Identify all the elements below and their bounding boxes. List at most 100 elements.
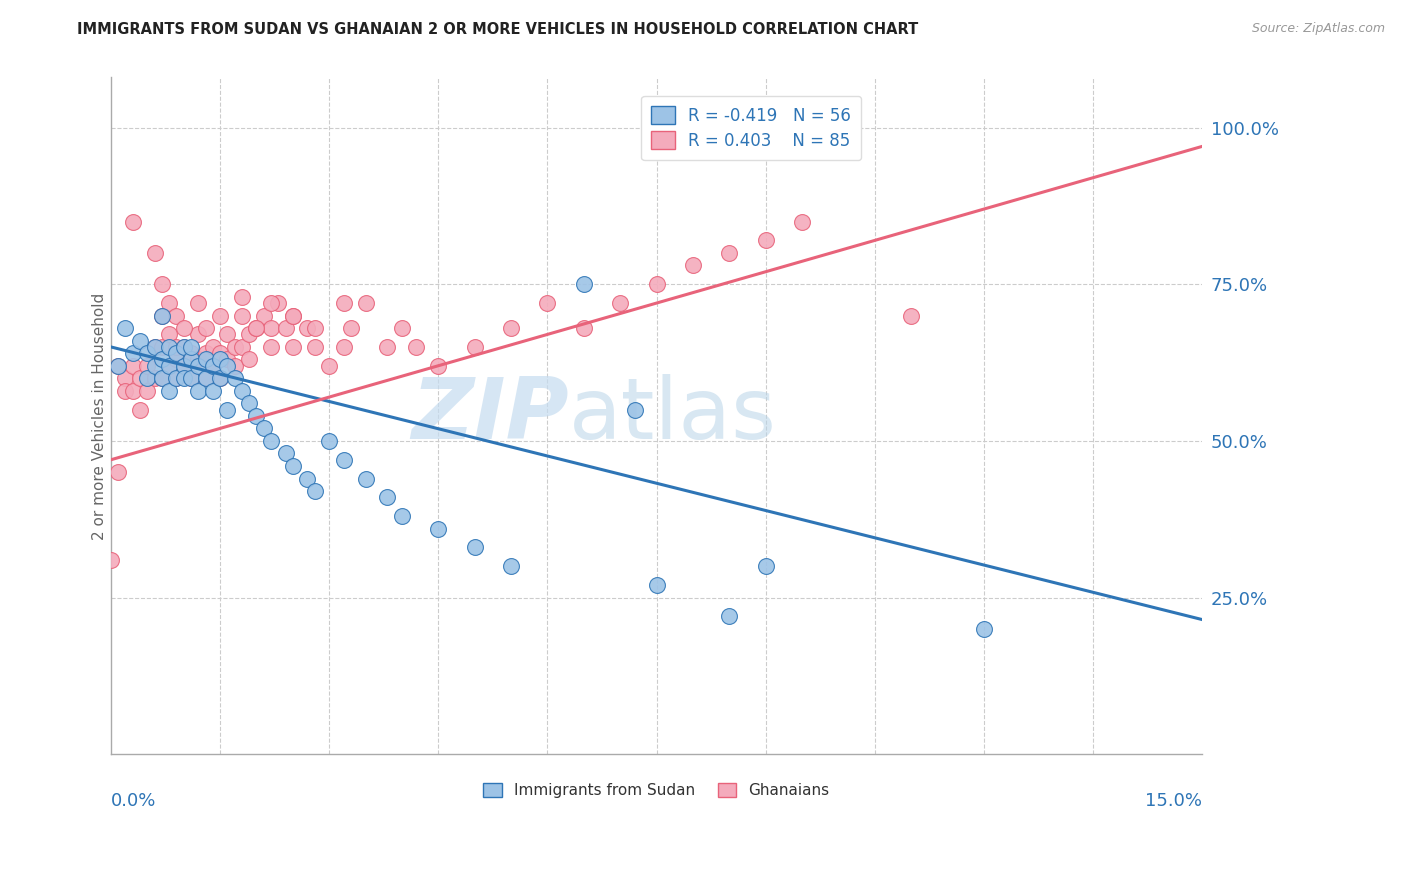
- Point: [150, 371, 173, 385]
- Point: [194, 352, 217, 367]
- Point: [231, 384, 253, 398]
- Point: [354, 471, 377, 485]
- Point: [173, 371, 195, 385]
- Legend: Immigrants from Sudan, Ghanaians: Immigrants from Sudan, Ghanaians: [477, 777, 835, 805]
- Y-axis label: 2 or more Vehicles in Household: 2 or more Vehicles in Household: [93, 293, 107, 540]
- Point: [129, 402, 152, 417]
- Point: [157, 327, 180, 342]
- Point: [180, 371, 202, 385]
- Point: [143, 371, 166, 385]
- Point: [143, 246, 166, 260]
- Point: [391, 509, 413, 524]
- Text: atlas: atlas: [569, 375, 778, 458]
- Point: [718, 609, 741, 624]
- Point: [340, 321, 363, 335]
- Point: [165, 340, 187, 354]
- Point: [150, 309, 173, 323]
- Point: [187, 384, 209, 398]
- Point: [157, 296, 180, 310]
- Point: [114, 384, 136, 398]
- Point: [187, 352, 209, 367]
- Point: [281, 309, 304, 323]
- Point: [180, 346, 202, 360]
- Point: [173, 321, 195, 335]
- Point: [274, 321, 297, 335]
- Point: [245, 409, 267, 423]
- Point: [194, 321, 217, 335]
- Point: [157, 340, 180, 354]
- Point: [391, 321, 413, 335]
- Point: [499, 321, 522, 335]
- Point: [143, 340, 166, 354]
- Point: [150, 371, 173, 385]
- Point: [260, 434, 283, 448]
- Point: [297, 321, 319, 335]
- Point: [100, 553, 122, 567]
- Point: [194, 371, 217, 385]
- Point: [143, 340, 166, 354]
- Point: [253, 309, 276, 323]
- Point: [136, 346, 159, 360]
- Point: [623, 402, 645, 417]
- Point: [304, 340, 326, 354]
- Text: 15.0%: 15.0%: [1144, 791, 1202, 810]
- Point: [238, 327, 260, 342]
- Point: [718, 246, 741, 260]
- Point: [304, 484, 326, 499]
- Point: [238, 396, 260, 410]
- Point: [427, 522, 450, 536]
- Point: [121, 359, 143, 373]
- Point: [201, 359, 224, 373]
- Point: [332, 340, 354, 354]
- Text: IMMIGRANTS FROM SUDAN VS GHANAIAN 2 OR MORE VEHICLES IN HOUSEHOLD CORRELATION CH: IMMIGRANTS FROM SUDAN VS GHANAIAN 2 OR M…: [77, 22, 918, 37]
- Point: [165, 352, 187, 367]
- Point: [245, 321, 267, 335]
- Point: [231, 309, 253, 323]
- Point: [427, 359, 450, 373]
- Point: [217, 402, 239, 417]
- Point: [224, 359, 246, 373]
- Point: [180, 371, 202, 385]
- Point: [209, 371, 232, 385]
- Point: [645, 277, 668, 292]
- Point: [217, 359, 239, 373]
- Point: [354, 296, 377, 310]
- Point: [274, 446, 297, 460]
- Point: [209, 346, 232, 360]
- Point: [609, 296, 631, 310]
- Point: [318, 359, 340, 373]
- Point: [121, 346, 143, 360]
- Point: [682, 259, 704, 273]
- Point: [150, 340, 173, 354]
- Point: [150, 309, 173, 323]
- Point: [121, 214, 143, 228]
- Point: [107, 465, 129, 479]
- Point: [499, 559, 522, 574]
- Point: [114, 371, 136, 385]
- Point: [173, 340, 195, 354]
- Point: [755, 559, 778, 574]
- Point: [136, 359, 159, 373]
- Point: [187, 296, 209, 310]
- Point: [790, 214, 813, 228]
- Point: [143, 359, 166, 373]
- Point: [157, 359, 180, 373]
- Point: [464, 340, 486, 354]
- Point: [150, 352, 173, 367]
- Point: [377, 340, 399, 354]
- Point: [260, 340, 283, 354]
- Point: [165, 371, 187, 385]
- Point: [297, 471, 319, 485]
- Point: [180, 352, 202, 367]
- Point: [114, 321, 136, 335]
- Point: [281, 309, 304, 323]
- Point: [217, 352, 239, 367]
- Point: [150, 277, 173, 292]
- Point: [281, 340, 304, 354]
- Point: [136, 371, 159, 385]
- Point: [464, 541, 486, 555]
- Point: [245, 321, 267, 335]
- Text: 0.0%: 0.0%: [111, 791, 156, 810]
- Point: [318, 434, 340, 448]
- Point: [129, 334, 152, 348]
